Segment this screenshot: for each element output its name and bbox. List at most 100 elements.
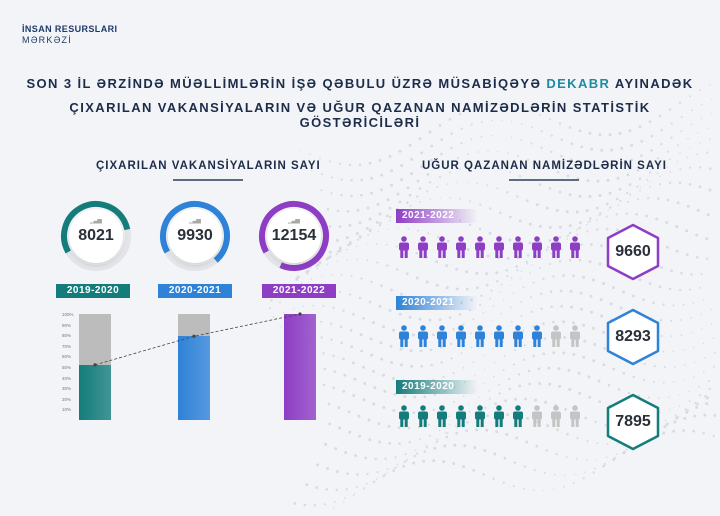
background-dot — [335, 238, 339, 242]
background-dot — [546, 246, 550, 249]
background-dot — [548, 225, 552, 229]
background-dot — [336, 470, 339, 474]
background-dot — [558, 190, 562, 194]
background-dot — [578, 258, 582, 262]
background-dot — [518, 384, 522, 388]
background-dot — [556, 170, 560, 174]
background-dot — [558, 384, 562, 388]
background-dot — [282, 311, 285, 313]
background-dot — [444, 431, 447, 434]
gauge-arc — [61, 201, 131, 271]
background-dot — [436, 438, 439, 441]
background-dot — [413, 454, 417, 458]
background-dot — [542, 277, 545, 281]
background-dot — [378, 224, 382, 227]
candidates-title-underline — [509, 179, 580, 181]
background-dot — [708, 387, 711, 391]
background-dot — [378, 212, 382, 216]
background-dot — [333, 500, 336, 503]
background-dot — [448, 316, 452, 320]
background-dot — [610, 148, 614, 152]
background-dot — [503, 456, 507, 460]
background-dot — [468, 223, 472, 227]
background-dot — [639, 190, 641, 192]
background-dot — [332, 354, 335, 357]
background-dot — [606, 178, 610, 182]
background-dot — [418, 317, 422, 321]
background-dot — [649, 180, 651, 183]
background-dot — [648, 120, 652, 124]
background-dot — [618, 188, 622, 191]
background-dot — [506, 274, 509, 278]
background-dot — [562, 274, 565, 277]
background-dot — [409, 204, 412, 207]
background-dot — [489, 207, 492, 210]
background-dot — [684, 408, 687, 411]
background-dot — [617, 388, 621, 391]
person-icon — [570, 325, 580, 347]
y-tick-label: 90% — [62, 322, 72, 328]
background-dot — [494, 361, 496, 364]
background-dot — [659, 319, 663, 322]
background-dot — [510, 306, 512, 309]
background-dot — [390, 361, 394, 364]
background-dot — [320, 275, 323, 277]
background-dot — [300, 282, 303, 284]
gauge-ring — [259, 201, 329, 271]
background-dot — [466, 248, 470, 251]
background-dot — [693, 376, 695, 378]
background-dot — [410, 157, 414, 161]
background-dot — [599, 298, 603, 302]
background-dot — [555, 209, 559, 212]
background-dot — [354, 492, 356, 495]
background-dot — [572, 482, 575, 485]
background-dot — [340, 341, 343, 345]
background-dot — [692, 301, 695, 304]
background-dot — [356, 258, 359, 261]
background-dot — [419, 200, 422, 203]
background-dot — [390, 169, 394, 173]
background-dot — [675, 225, 679, 229]
background-dot — [296, 278, 299, 282]
vacancy-year-label: 2020-2021 — [158, 284, 232, 298]
background-dot — [577, 228, 580, 230]
background-dot — [490, 333, 493, 335]
background-dot — [339, 290, 342, 293]
background-dot — [576, 233, 579, 236]
background-dot — [335, 488, 338, 492]
background-dot — [550, 252, 553, 255]
background-dot — [515, 436, 519, 440]
background-dot — [524, 397, 528, 401]
background-dot — [427, 423, 431, 426]
background-dot — [705, 237, 709, 241]
background-dot — [625, 212, 628, 215]
background-dot — [668, 396, 670, 398]
background-dot — [378, 304, 382, 308]
background-dot — [669, 171, 672, 173]
background-dot — [398, 200, 402, 204]
background-dot — [659, 175, 662, 178]
background-dot — [442, 460, 446, 463]
y-tick-label: 70% — [62, 343, 72, 349]
background-dot — [709, 167, 712, 170]
background-dot — [342, 357, 345, 361]
y-tick-label: 30% — [62, 386, 72, 392]
background-dot — [468, 108, 472, 111]
background-dot — [486, 414, 489, 418]
page-title-line2: ÇIXARILAN VAKANSİYALARIN VƏ UĞUR QAZANAN… — [69, 100, 651, 130]
background-dot — [539, 114, 541, 117]
background-dot — [688, 390, 690, 393]
background-dot — [435, 260, 439, 264]
background-dot — [466, 181, 468, 183]
vacancy-value-label: 9930 — [168, 209, 222, 263]
background-dot — [395, 466, 398, 468]
background-dot — [586, 440, 589, 443]
vacancy-gauge-2020-2021: 9930 ▁▃▅ — [159, 200, 231, 272]
background-dot — [478, 396, 480, 399]
background-dot — [336, 260, 338, 262]
background-dot — [293, 502, 297, 505]
background-dot — [535, 444, 539, 448]
background-dot — [606, 443, 609, 446]
background-dot — [619, 201, 621, 203]
background-dot — [522, 358, 525, 361]
